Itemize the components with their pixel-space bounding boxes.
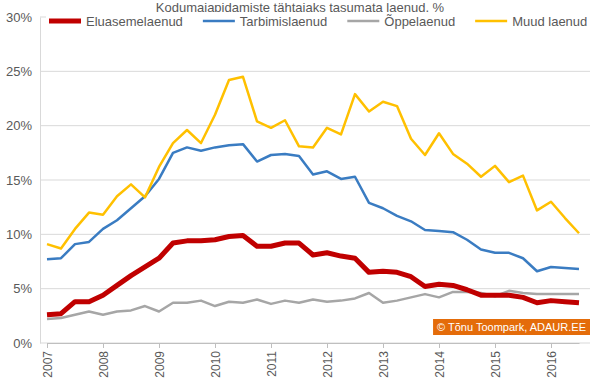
series-line — [47, 235, 579, 314]
x-tick-mark — [47, 343, 48, 348]
legend-swatch — [203, 20, 235, 23]
x-tick: 2012 — [321, 343, 335, 378]
legend-swatch — [475, 20, 507, 23]
y-axis-line — [40, 18, 41, 344]
x-tick-mark — [551, 343, 552, 348]
annotation-box — [433, 319, 590, 335]
annotation-text: © Tõnu Toompark, ADAUR.EE — [437, 321, 586, 333]
series-lines — [47, 77, 579, 319]
y-tick: 10% — [6, 227, 40, 242]
x-tick-label: 2011 — [265, 351, 279, 377]
grid-line — [40, 343, 590, 344]
x-tick-mark — [439, 343, 440, 348]
legend-swatch — [347, 20, 379, 23]
legend-background — [46, 12, 590, 30]
y-tick: 20% — [6, 118, 40, 133]
grid — [40, 17, 590, 343]
y-tick-label: 25% — [6, 64, 32, 79]
y-tick-label: 20% — [6, 118, 32, 133]
x-tick: 2013 — [377, 343, 391, 378]
y-tick: 0% — [13, 336, 40, 351]
y-tick: 5% — [13, 281, 40, 296]
y-tick-label: 5% — [13, 281, 32, 296]
legend-label: Tarbimislaenud — [240, 14, 327, 29]
x-tick-label: 2009 — [153, 351, 167, 378]
x-tick: 2011 — [265, 343, 279, 377]
x-tick: 2014 — [433, 343, 447, 378]
x-tick-label: 2007 — [41, 351, 55, 378]
x-tick-mark — [327, 343, 328, 348]
y-tick-label: 0% — [13, 336, 32, 351]
x-tick-mark — [271, 343, 272, 348]
chart-container: Kodumajapidamiste tähtajaks tasumata lae… — [0, 0, 600, 392]
legend-swatch — [49, 19, 81, 24]
x-tick: 2015 — [489, 343, 503, 378]
x-tick: 2007 — [41, 343, 55, 378]
x-tick-label: 2010 — [209, 351, 223, 378]
x-tick-mark — [383, 343, 384, 348]
y-tick: 15% — [6, 173, 40, 188]
x-axis-line — [48, 343, 580, 344]
x-tick-label: 2014 — [433, 351, 447, 378]
legend: Eluasemelaenud Tarbimislaenud Õppelaenud Mu… — [46, 12, 590, 30]
x-axis: 2007 2008 2009 2010 2011 2012 2013 2014 2015 2016 — [41, 343, 580, 378]
chart-svg: Kodumajapidamiste tähtajaks tasumata lae… — [0, 0, 600, 392]
x-tick: 2008 — [97, 343, 111, 378]
x-tick-mark — [103, 343, 104, 348]
x-tick: 2010 — [209, 343, 223, 378]
y-tick: 25% — [6, 64, 40, 79]
grid-line — [40, 234, 590, 235]
annotation: © Tõnu Toompark, ADAUR.EE — [433, 319, 590, 335]
grid-line — [40, 71, 590, 72]
x-tick: 2009 — [153, 343, 167, 378]
grid-line — [40, 288, 590, 289]
x-tick-mark — [495, 343, 496, 348]
series-line — [47, 77, 579, 249]
grid-line — [40, 125, 590, 126]
legend-label: Eluasemelaenud — [86, 14, 183, 29]
legend-label: Muud laenud — [512, 14, 587, 29]
x-tick-mark — [215, 343, 216, 348]
y-axis: 0% 5% 10% 15% 20% 25% 30% — [6, 10, 41, 351]
x-tick-label: 2008 — [97, 351, 111, 378]
x-tick-mark — [159, 343, 160, 348]
legend-label: Õppelaenud — [384, 14, 455, 29]
x-tick-label: 2012 — [321, 351, 335, 378]
y-tick: 30% — [6, 10, 40, 25]
y-tick-label: 10% — [6, 227, 32, 242]
x-tick: 2016 — [545, 343, 559, 378]
x-tick-label: 2015 — [489, 351, 503, 378]
y-tick-label: 30% — [6, 10, 32, 25]
x-tick-label: 2016 — [545, 351, 559, 378]
y-tick-label: 15% — [6, 173, 32, 188]
x-tick-label: 2013 — [377, 351, 391, 378]
